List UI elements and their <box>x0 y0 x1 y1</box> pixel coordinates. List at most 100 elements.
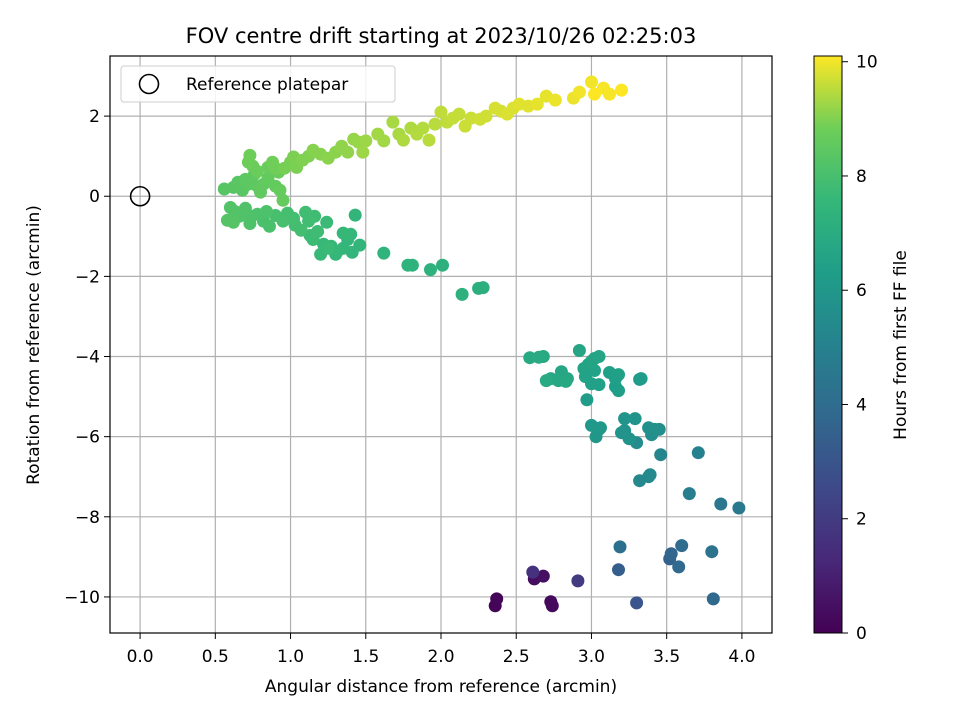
data-point <box>479 109 493 123</box>
y-tick-label: −6 <box>75 428 100 448</box>
data-point <box>618 412 632 426</box>
colorbar-tick-label: 4 <box>856 395 867 415</box>
data-point <box>434 105 448 119</box>
data-point <box>675 539 689 553</box>
data-point <box>613 540 627 554</box>
y-axis-label: Rotation from reference (arcmin) <box>24 205 44 485</box>
data-point <box>634 372 648 386</box>
colorbar-label: Hours from first FF file <box>891 250 911 440</box>
data-point <box>615 426 628 440</box>
x-tick-label: 0.0 <box>127 647 154 667</box>
colorbar-tick-label: 6 <box>856 281 867 301</box>
colorbar-ticks: 0 2 4 6 8 10 <box>842 53 878 644</box>
grid-lines <box>110 56 772 633</box>
data-point <box>691 446 705 460</box>
data-point <box>536 569 550 583</box>
data-point <box>559 374 573 388</box>
data-point <box>705 545 719 559</box>
data-point <box>672 560 686 574</box>
data-point <box>615 83 628 97</box>
data-point <box>401 258 415 272</box>
data-point <box>336 226 350 240</box>
data-point <box>396 133 410 147</box>
data-point <box>422 133 436 147</box>
x-tick-label: 3.0 <box>578 647 605 667</box>
colorbar-tick-label: 0 <box>856 624 867 644</box>
data-point <box>571 574 585 588</box>
data-point <box>320 215 334 229</box>
data-point <box>532 350 546 364</box>
colorbar-tick-label: 2 <box>856 510 867 530</box>
data-point <box>539 374 553 388</box>
legend-box <box>120 65 396 103</box>
data-point <box>664 547 678 561</box>
x-tick-label: 2.5 <box>503 647 530 667</box>
data-point <box>377 134 391 148</box>
data-point <box>612 563 625 577</box>
colorbar: 0 2 4 6 8 10 Hours from first FF file <box>813 53 911 644</box>
y-tick-label: 0 <box>89 187 100 207</box>
data-point <box>356 145 370 159</box>
data-point <box>612 384 625 398</box>
data-point <box>269 161 282 175</box>
data-point <box>592 350 606 363</box>
colorbar-tick-label: 8 <box>856 167 867 187</box>
data-point <box>714 497 728 511</box>
data-point <box>311 225 325 238</box>
data-point <box>628 412 642 426</box>
data-point <box>223 201 237 214</box>
legend-reference-label: Reference platepar <box>186 75 348 95</box>
data-point <box>654 448 668 462</box>
data-point <box>588 87 601 101</box>
data-point <box>642 421 656 435</box>
data-point <box>706 592 720 606</box>
x-axis-label: Angular distance from reference (arcmin) <box>265 677 617 697</box>
data-point <box>226 215 240 229</box>
x-axis-ticks: 0.0 0.5 1.0 1.5 2.0 2.5 3.0 3.5 4.0 <box>127 633 755 667</box>
data-point <box>428 117 442 131</box>
data-point <box>241 155 255 169</box>
data-point <box>472 281 486 295</box>
legend-reference-marker <box>138 73 160 95</box>
data-point <box>273 183 287 197</box>
data-point <box>243 217 257 230</box>
data-point <box>572 85 586 99</box>
data-point <box>526 565 540 579</box>
x-tick-label: 0.5 <box>202 647 229 667</box>
reference-marker-group <box>129 185 151 207</box>
data-point <box>548 93 562 107</box>
colorbar-gradient <box>813 55 843 634</box>
data-point <box>603 87 616 101</box>
data-point <box>594 421 607 435</box>
y-tick-label: −10 <box>64 588 100 608</box>
data-point <box>682 487 696 501</box>
y-tick-label: −2 <box>75 267 100 287</box>
colorbar-tick-label: 10 <box>856 53 878 73</box>
x-tick-label: 2.0 <box>427 647 454 667</box>
data-point <box>377 246 391 260</box>
data-point <box>416 121 430 135</box>
data-point <box>341 145 355 159</box>
data-point <box>490 592 504 606</box>
reference-marker <box>129 185 151 207</box>
data-point <box>630 596 644 610</box>
y-tick-label: −4 <box>75 348 100 368</box>
x-tick-label: 4.0 <box>728 647 755 667</box>
data-point <box>732 501 746 515</box>
data-point <box>386 115 400 129</box>
data-point <box>321 241 335 255</box>
legend: Reference platepar <box>120 65 396 103</box>
chart-title: FOV centre drift starting at 2023/10/26 … <box>186 24 697 48</box>
data-point <box>348 208 362 222</box>
data-point <box>572 344 586 357</box>
data-point <box>455 287 469 301</box>
data-point <box>436 258 449 272</box>
y-axis-ticks: 2 0 −2 −4 −6 −8 −10 <box>64 107 110 608</box>
data-point <box>603 366 616 379</box>
data-point <box>302 214 316 228</box>
data-point <box>530 97 544 111</box>
data-point <box>276 193 290 207</box>
data-points <box>217 75 746 613</box>
data-point <box>592 378 606 392</box>
